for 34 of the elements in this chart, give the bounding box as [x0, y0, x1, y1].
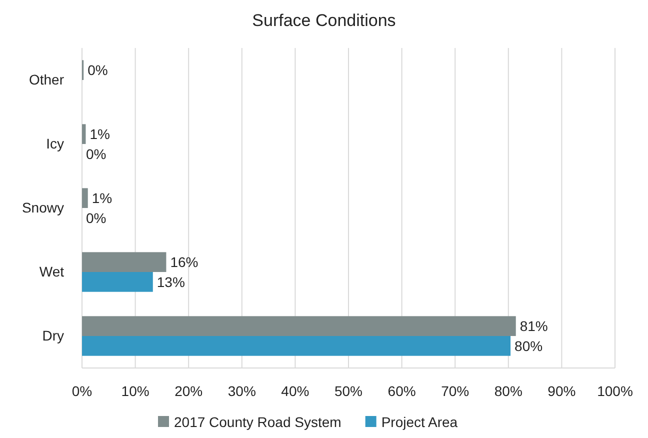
chart-title: Surface Conditions: [252, 11, 396, 30]
bar: [82, 188, 88, 208]
bar: [82, 316, 516, 336]
y-tick-label: Wet: [39, 263, 64, 280]
x-tick-label: 60%: [388, 382, 416, 399]
x-tick-label: 30%: [228, 382, 256, 399]
data-label: 80%: [514, 338, 543, 354]
y-tick-label: Other: [28, 71, 64, 88]
x-tick-label: 40%: [281, 382, 310, 399]
y-tick-label: Icy: [46, 135, 64, 152]
x-tick-label: 80%: [494, 382, 522, 399]
bar: [82, 124, 86, 144]
x-tick-label: 10%: [121, 382, 150, 399]
data-label: 0%: [88, 62, 108, 78]
data-label: 0%: [86, 210, 106, 226]
y-tick-label: Snowy: [22, 199, 64, 216]
legend-label: 2017 County Road System: [174, 414, 342, 430]
data-label: 81%: [520, 318, 548, 334]
bar: [82, 272, 153, 292]
data-label: 13%: [156, 274, 185, 290]
bar: [82, 252, 166, 272]
x-tick-label: 20%: [174, 382, 203, 399]
data-label: 0%: [86, 146, 106, 162]
bar: [82, 336, 511, 356]
x-tick-label: 50%: [334, 382, 363, 399]
y-tick-label: Dry: [42, 327, 64, 344]
x-tick-label: 100%: [597, 382, 633, 399]
legend-label: Project Area: [381, 414, 458, 430]
data-label: 16%: [170, 254, 198, 270]
data-label: 1%: [90, 126, 110, 142]
x-tick-label: 0%: [72, 382, 92, 399]
x-tick-label: 70%: [441, 382, 470, 399]
data-label: 1%: [92, 190, 112, 206]
x-tick-label: 90%: [548, 382, 576, 399]
